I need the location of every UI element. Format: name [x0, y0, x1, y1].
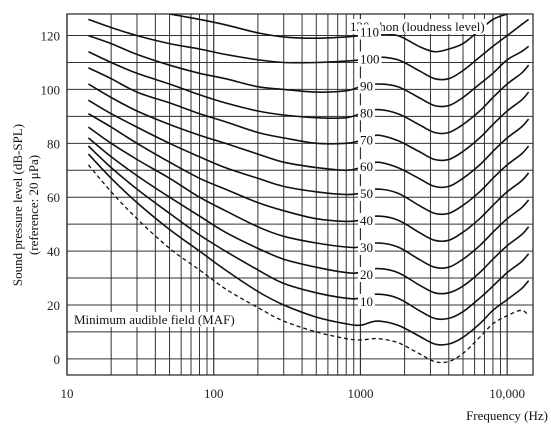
series-label-bg: [358, 293, 375, 309]
x-tick-label: 1000: [347, 386, 373, 401]
x-tick-label: 10: [61, 386, 74, 401]
x-axis-label: Frequency (Hz): [466, 408, 548, 423]
y-tick-label: 80: [47, 136, 60, 151]
series-label: 20: [360, 267, 373, 282]
series-label-bg: [358, 266, 375, 282]
maf-label: Minimum audible field (MAF): [74, 312, 235, 327]
series-label-bg: [358, 186, 375, 202]
y-axis-label: Sound pressure level (dB-SPL): [10, 124, 25, 286]
series-label-bg: [358, 51, 382, 67]
x-tick-label: 10,000: [489, 386, 525, 401]
y-tick-label: 20: [47, 298, 60, 313]
series-label-120: 120 phon (loudness level): [350, 19, 485, 34]
series-label-bg: [358, 132, 375, 148]
series-label-bg: [358, 159, 375, 175]
series-label-120-bg: [348, 19, 487, 34]
series-label: 10: [360, 294, 373, 309]
series-label-bg: [358, 24, 382, 40]
series-label-bg: [358, 213, 375, 229]
maf-label-bg: [72, 312, 237, 327]
x-tick-label: 100: [204, 386, 224, 401]
series-label: 110: [360, 25, 379, 40]
series-labels: 120 phon (loudness level)110 100 90 80 70 60 5…: [72, 19, 487, 327]
y-tick-label: 100: [41, 82, 61, 97]
x-axis-ticks: 10 100 1000 10,000: [61, 386, 526, 401]
series-label: 30: [360, 240, 373, 255]
series-label: 70: [360, 132, 373, 147]
series-label-bg: [358, 78, 375, 94]
grid: [66, 13, 534, 376]
series-label: 50: [360, 186, 373, 201]
series-label: 100: [360, 51, 380, 66]
series-line: [87, 153, 530, 346]
y-axis-sublabel: (reference: 20 μPa): [26, 155, 41, 255]
series-line: [87, 164, 530, 364]
series-label: 60: [360, 159, 373, 174]
y-tick-label: 40: [47, 244, 60, 259]
series-label-bg: [358, 105, 375, 121]
series-label: 80: [360, 105, 373, 120]
plot-border: [66, 13, 534, 376]
y-tick-label: 60: [47, 190, 60, 205]
series-label-bg: [358, 240, 375, 256]
y-axis-ticks: 0 20 40 60 80 100 120: [41, 29, 61, 367]
series-label: 40: [360, 213, 373, 228]
series-label: 90: [360, 78, 373, 93]
y-tick-label: 0: [54, 352, 61, 367]
y-tick-label: 120: [41, 29, 61, 44]
